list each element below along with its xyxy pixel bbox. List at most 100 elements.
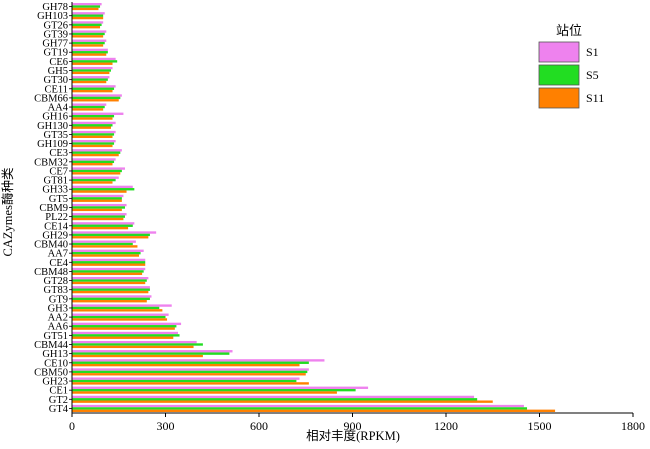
bar-S11-CBM32: [72, 163, 113, 166]
bar-S5-CE1: [72, 388, 356, 392]
bar-S5-GH3: [72, 306, 160, 310]
bar-S11-AA7: [72, 254, 140, 257]
bar-S5-GH33: [72, 188, 135, 191]
y-tick-label: GT2: [49, 395, 68, 406]
bar-S1-GH109: [72, 140, 116, 143]
bar-S11-CE10: [72, 363, 300, 367]
y-tick-label: AA6: [48, 322, 68, 333]
bar-S5-CBM50: [72, 370, 308, 374]
bar-S11-GT30: [72, 80, 107, 84]
bar-S5-GH78: [72, 5, 101, 8]
bar-S1-AA7: [72, 249, 144, 252]
bar-S5-GT5: [72, 197, 122, 200]
bar-S5-CE14: [72, 224, 133, 227]
y-tick-label: GT4: [49, 404, 69, 415]
bar-S5-GT2: [72, 398, 478, 401]
y-tick-label: CBM48: [34, 267, 68, 278]
y-tick-label: GH29: [42, 230, 68, 241]
bar-S5-GT81: [72, 178, 116, 182]
bar-S5-GT26: [72, 23, 102, 27]
y-tick-label: GT28: [44, 276, 69, 287]
y-tick-label: GH3: [48, 303, 68, 314]
bar-S11-GH109: [72, 144, 113, 148]
bar-S11-CE11: [72, 89, 113, 93]
x-tick-label: 1800: [621, 419, 645, 433]
bar-S11-GH13: [72, 354, 203, 358]
bar-S1-CE3: [72, 149, 122, 152]
bar-S5-GH5: [72, 69, 111, 72]
bar-S1-GT30: [72, 76, 110, 79]
bar-S11-GH23: [72, 382, 309, 385]
bar-S5-GT51: [72, 334, 180, 337]
x-tick-label: 300: [157, 419, 175, 433]
y-tick-label: CBM44: [34, 340, 69, 351]
bar-S5-GH13: [72, 352, 230, 355]
bar-S5-CE11: [72, 87, 115, 90]
bar-S11-GT81: [72, 181, 113, 184]
bar-S11-GH77: [72, 44, 104, 47]
bar-S11-CBM44: [72, 345, 194, 349]
y-tick-label: AA7: [48, 249, 68, 260]
bar-S1-GT9: [72, 295, 152, 298]
bar-S11-GH33: [72, 190, 127, 193]
bar-S1-PL22: [72, 213, 127, 216]
bar-S5-AA7: [72, 251, 141, 255]
bar-S5-GH103: [72, 14, 104, 17]
bar-S11-GH103: [72, 16, 104, 20]
bar-S1-GH29: [72, 231, 157, 234]
y-tick-label: CE4: [49, 258, 68, 269]
y-tick-label: GT81: [44, 176, 69, 187]
bar-S1-CE1: [72, 386, 369, 389]
bar-S11-GH3: [72, 309, 163, 312]
bar-S5-GT35: [72, 133, 115, 136]
bar-S1-GH13: [72, 350, 233, 353]
bar-S1-AA4: [72, 103, 107, 106]
bar-S5-AA2: [72, 315, 166, 319]
y-tick-label: AA4: [48, 103, 69, 114]
bar-S1-GT2: [72, 395, 475, 399]
bar-S11-CE14: [72, 226, 129, 230]
bar-S1-GH77: [72, 39, 107, 42]
bar-S1-CBM32: [72, 158, 116, 161]
bar-S11-AA6: [72, 327, 175, 330]
bar-S5-GT19: [72, 51, 108, 54]
legend-swatch-S1: [538, 41, 580, 63]
x-axis-label: 相对丰度(RPKM): [306, 428, 400, 443]
y-tick-label: AA2: [48, 313, 68, 324]
bar-S1-GH103: [72, 12, 105, 15]
bar-S5-GH16: [72, 114, 115, 118]
bar-S11-GT83: [72, 290, 149, 294]
bar-S1-CBM48: [72, 267, 146, 271]
axes-layer: GH78GH103GT26GT39GH77GT19CE6GH5GT30CE11C…: [34, 2, 645, 433]
y-tick-label: GT5: [49, 194, 68, 205]
bar-S11-CBM40: [72, 245, 138, 248]
y-tick-label: PL22: [45, 212, 68, 223]
bar-S11-CE3: [72, 153, 119, 157]
y-tick-label: GT35: [44, 130, 69, 141]
bar-S11-GH5: [72, 71, 110, 75]
bar-S11-GT9: [72, 300, 147, 303]
bar-S1-GT83: [72, 286, 150, 289]
bar-S5-AA6: [72, 325, 177, 328]
bar-S1-GH33: [72, 185, 133, 189]
bar-S1-GH78: [72, 3, 102, 6]
bar-S5-CBM44: [72, 343, 203, 346]
bar-S11-GH29: [72, 236, 149, 239]
y-tick-label: GH16: [42, 112, 68, 123]
bar-S5-CBM66: [72, 96, 121, 100]
bar-S11-CBM48: [72, 272, 143, 275]
legend-swatch-S5: [538, 64, 580, 86]
bar-S11-GH130: [72, 126, 111, 129]
bar-S11-CE6: [72, 62, 113, 65]
y-tick-label: GT39: [44, 29, 69, 40]
bar-S11-CE7: [72, 172, 121, 175]
bar-S5-GH29: [72, 233, 150, 237]
bar-S11-CBM9: [72, 208, 122, 212]
bar-S1-CE14: [72, 222, 135, 225]
bar-S11-CE1: [72, 391, 337, 394]
bar-S1-CBM40: [72, 240, 136, 243]
bar-S11-GT19: [72, 53, 107, 56]
bar-S5-GT28: [72, 279, 147, 282]
bar-S1-GT5: [72, 194, 124, 198]
